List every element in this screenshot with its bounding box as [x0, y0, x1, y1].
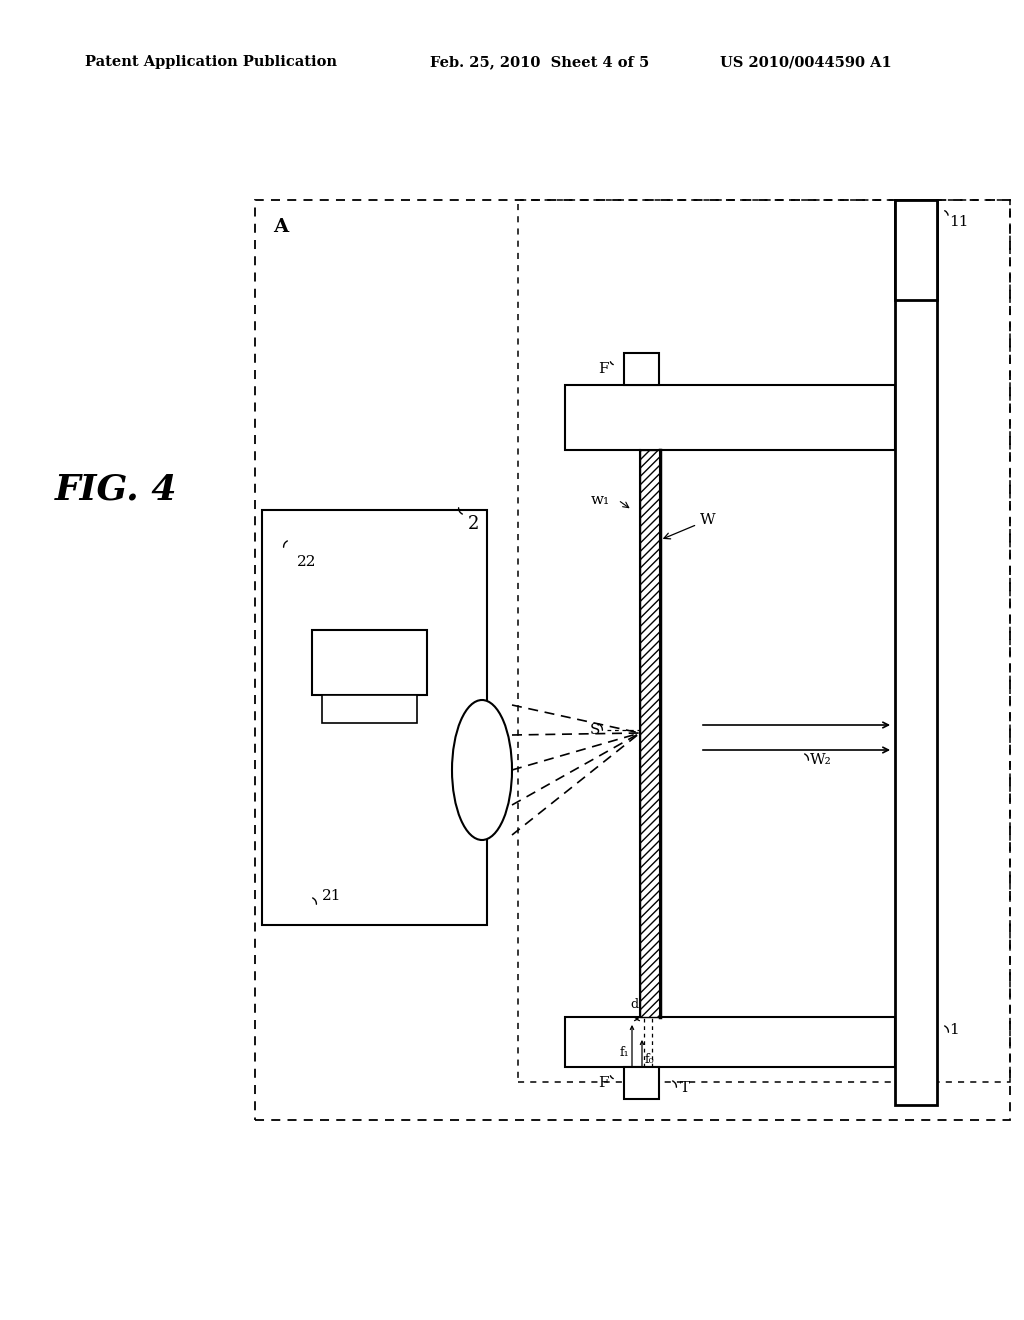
- Bar: [624, 352, 659, 385]
- Bar: [895, 201, 937, 300]
- Bar: [565, 1016, 895, 1067]
- Bar: [565, 385, 895, 450]
- Bar: [895, 201, 937, 1105]
- Bar: [322, 696, 417, 723]
- Bar: [640, 450, 660, 1016]
- Text: W: W: [664, 513, 716, 539]
- Text: F: F: [598, 1076, 609, 1090]
- Text: f₁: f₁: [620, 1045, 629, 1059]
- Text: f₀: f₀: [645, 1053, 654, 1067]
- Text: FIG. 4: FIG. 4: [55, 473, 177, 507]
- Bar: [312, 630, 427, 696]
- Text: US 2010/0044590 A1: US 2010/0044590 A1: [720, 55, 892, 69]
- Text: W₂: W₂: [810, 752, 831, 767]
- Text: d₁: d₁: [631, 998, 643, 1011]
- Text: Patent Application Publication: Patent Application Publication: [85, 55, 337, 69]
- Text: 2: 2: [468, 515, 479, 533]
- Bar: [262, 510, 487, 925]
- Text: 21: 21: [322, 888, 341, 903]
- Text: T: T: [680, 1081, 690, 1096]
- Text: 22: 22: [297, 554, 316, 569]
- Text: 11: 11: [949, 215, 969, 228]
- Text: 1: 1: [949, 1023, 958, 1038]
- Text: A: A: [273, 218, 288, 236]
- Ellipse shape: [452, 700, 512, 840]
- Text: Feb. 25, 2010  Sheet 4 of 5: Feb. 25, 2010 Sheet 4 of 5: [430, 55, 649, 69]
- Text: w₁: w₁: [591, 492, 610, 507]
- Text: S: S: [590, 723, 600, 737]
- Bar: [624, 1067, 659, 1100]
- Text: F: F: [598, 362, 609, 376]
